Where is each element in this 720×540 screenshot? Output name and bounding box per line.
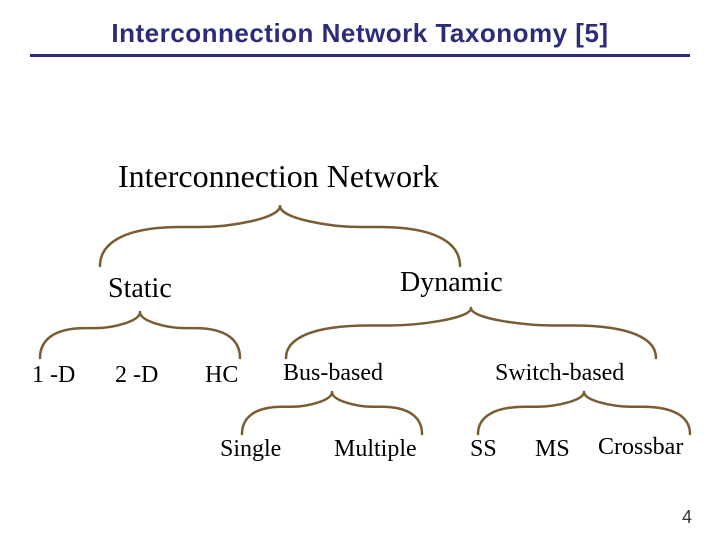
node-switch-based: Switch-based bbox=[495, 360, 624, 387]
brace-static bbox=[40, 312, 240, 358]
node-multiple: Multiple bbox=[334, 436, 417, 463]
title-underline bbox=[30, 54, 690, 57]
node-1d: 1 -D bbox=[32, 362, 75, 389]
slide-title-wrap: Interconnection Network Taxonomy [5] bbox=[40, 18, 680, 49]
node-root: Interconnection Network bbox=[118, 158, 439, 195]
brace-bus bbox=[242, 392, 422, 434]
node-bus-based: Bus-based bbox=[283, 360, 383, 387]
slide-number: 4 bbox=[682, 507, 692, 528]
slide-title: Interconnection Network Taxonomy [5] bbox=[111, 18, 608, 48]
node-dynamic: Dynamic bbox=[400, 267, 503, 299]
brace-dynamic bbox=[286, 308, 656, 358]
node-ms: MS bbox=[535, 436, 570, 463]
node-crossbar: Crossbar bbox=[598, 434, 683, 461]
brace-root bbox=[100, 206, 460, 266]
node-hc: HC bbox=[205, 362, 238, 389]
node-ss: SS bbox=[470, 436, 497, 463]
node-static: Static bbox=[108, 273, 172, 305]
node-single: Single bbox=[220, 436, 281, 463]
brace-switch bbox=[478, 392, 690, 434]
node-2d: 2 -D bbox=[115, 362, 158, 389]
